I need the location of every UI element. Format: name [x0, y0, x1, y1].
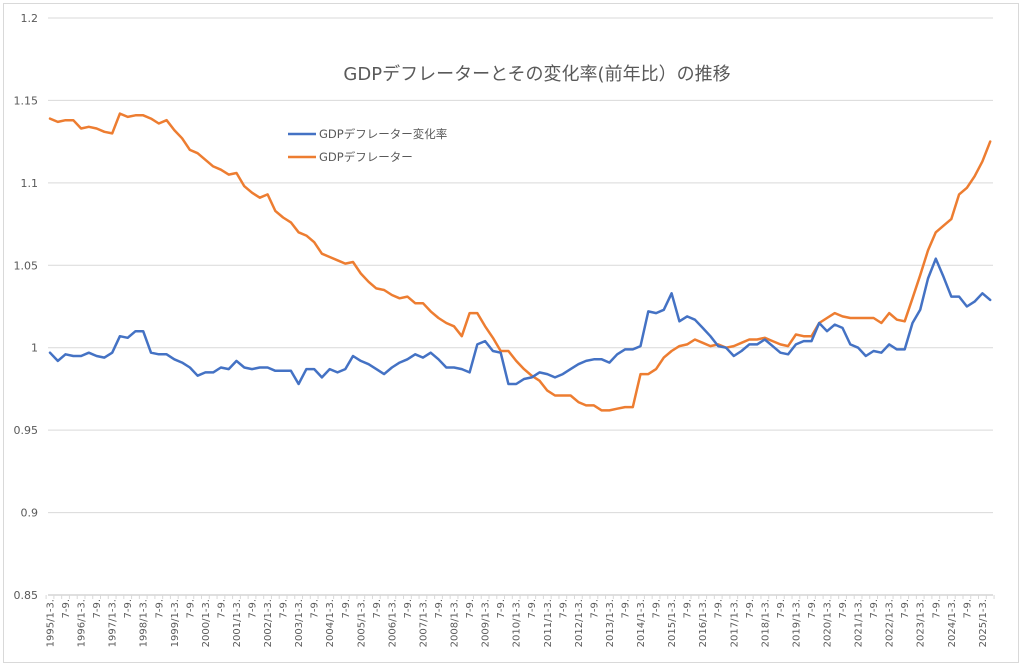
x-tick-label: 7-9.	[372, 599, 383, 619]
x-tick-label: 2003/1-3.	[294, 599, 305, 647]
x-tick-label: 2022/1-3.	[885, 599, 896, 647]
x-tick-label: 2018/1-3.	[760, 599, 771, 647]
legend-label-deflator: GDPデフレーター	[319, 150, 413, 164]
chart-area	[3, 3, 1019, 663]
x-tick-label: 2011/1-3.	[543, 599, 554, 647]
y-tick-label: 0.95	[14, 424, 39, 437]
x-tick-label: 7-9.	[683, 599, 694, 619]
series-line-deflator	[48, 112, 992, 412]
x-tick-label: 2015/1-3.	[667, 599, 678, 647]
y-tick-label: 0.9	[21, 507, 39, 520]
x-tick-label: 2002/1-3.	[263, 599, 274, 647]
x-tick-label: 2024/1-3.	[947, 599, 958, 647]
series-lines	[48, 112, 992, 412]
legend-label-deflator-change: GDPデフレーター変化率	[319, 127, 447, 141]
x-tick-label: 7-9.	[652, 599, 663, 619]
legend: GDPデフレーター変化率 GDPデフレーター	[288, 127, 447, 164]
x-tick-label: 7-9.	[123, 599, 134, 619]
x-tick-label: 1996/1-3.	[77, 599, 88, 647]
x-tick-label: 2014/1-3.	[636, 599, 647, 647]
y-axis: 0.85 0.9 0.95 1 1.05 1.1 1.15 1.2	[14, 12, 39, 602]
gridlines	[48, 17, 993, 596]
x-tick-label: 7-9.	[496, 599, 507, 619]
x-tick-label: 7-9.	[900, 599, 911, 619]
x-tick-label: 7-9.	[745, 599, 756, 619]
x-tick-label: 2001/1-3.	[232, 599, 243, 647]
chart-title: GDPデフレーターとその変化率(前年比）の推移	[343, 64, 730, 85]
x-tick-label: 7-9.	[248, 599, 259, 619]
x-tick-label: 7-9.	[776, 599, 787, 619]
x-tick-label: 7-9.	[714, 599, 725, 619]
x-tick-label: 2025/1-3.	[978, 599, 989, 647]
y-tick-label: 1.2	[21, 12, 39, 25]
x-tick-label: 2006/1-3.	[387, 599, 398, 647]
x-tick-label: 2009/1-3.	[481, 599, 492, 647]
y-tick-label: 1.1	[21, 177, 39, 190]
x-tick-label: 2017/1-3.	[729, 599, 740, 647]
series-line-deflator-change	[48, 257, 992, 386]
x-tick-label: 2013/1-3.	[605, 599, 616, 647]
x-tick-label: 1998/1-3.	[139, 599, 150, 647]
x-tick-label: 7-9.	[558, 599, 569, 619]
x-tick-label: 1997/1-3.	[108, 599, 119, 647]
x-tick-label: 7-9.	[527, 599, 538, 619]
x-tick-label: 1995/1-3.	[46, 599, 57, 647]
x-tick-label: 7-9.	[403, 599, 414, 619]
x-tick-label: 7-9.	[185, 599, 196, 619]
x-tick-label: 7-9.	[310, 599, 321, 619]
x-tick-label: 1999/1-3.	[170, 599, 181, 647]
x-tick-label: 7-9.	[61, 599, 72, 619]
x-tick-label: 2000/1-3.	[201, 599, 212, 647]
x-tick-label: 2023/1-3.	[916, 599, 927, 647]
x-tick-label: 2010/1-3.	[512, 599, 523, 647]
x-tick-label: 2008/1-3.	[450, 599, 461, 647]
x-tick-label: 2020/1-3.	[823, 599, 834, 647]
x-tick-label: 7-9.	[620, 599, 631, 619]
y-tick-label: 1.15	[14, 94, 39, 107]
y-tick-label: 1	[31, 342, 38, 355]
y-tick-label: 1.05	[14, 259, 39, 272]
x-tick-label: 7-9.	[962, 599, 973, 619]
x-tick-label: 7-9.	[92, 599, 103, 619]
x-axis: 1995/1-3. 7-9. 1996/1-3. 7-9. 1997/1-3. 7-9. 1…	[46, 595, 995, 647]
x-tick-label: 7-9.	[807, 599, 818, 619]
x-tick-label: 2016/1-3.	[698, 599, 709, 647]
x-tick-label: 2012/1-3.	[574, 599, 585, 647]
y-tick-label: 0.85	[14, 589, 39, 602]
x-tick-label: 2019/1-3.	[791, 599, 802, 647]
x-tick-label: 7-9.	[341, 599, 352, 619]
x-tick-label: 7-9.	[838, 599, 849, 619]
x-tick-label: 2007/1-3.	[418, 599, 429, 647]
x-tick-label: 7-9.	[154, 599, 165, 619]
x-tick-label: 7-9.	[869, 599, 880, 619]
x-tick-label: 2004/1-3.	[325, 599, 336, 647]
x-tick-label: 7-9.	[931, 599, 942, 619]
x-tick-label: 7-9.	[589, 599, 600, 619]
x-tick-label: 7-9.	[279, 599, 290, 619]
x-tick-label: 2005/1-3.	[356, 599, 367, 647]
x-tick-label: 2021/1-3.	[854, 599, 865, 647]
x-tick-label: 7-9.	[434, 599, 445, 619]
x-tick-label: 7-9.	[216, 599, 227, 619]
x-tick-label: 7-9.	[465, 599, 476, 619]
